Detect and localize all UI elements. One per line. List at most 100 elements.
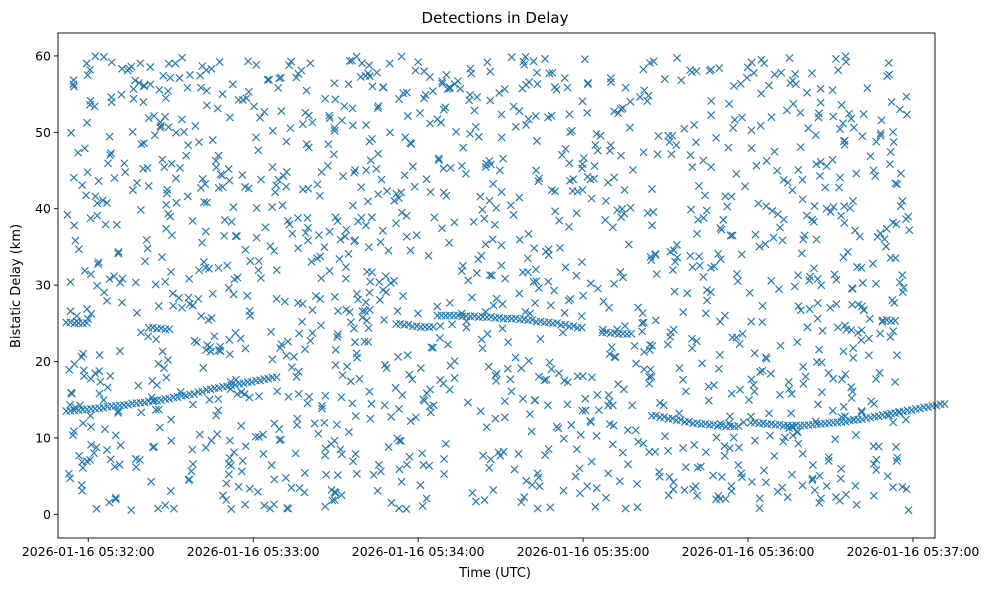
clutter-point: [87, 309, 96, 318]
clutter-point: [541, 451, 550, 460]
clutter-point: [214, 346, 223, 355]
clutter-point: [120, 159, 129, 168]
clutter-point: [78, 181, 87, 190]
clutter-point: [896, 169, 905, 178]
clutter-point: [824, 453, 833, 462]
clutter-point: [361, 306, 370, 316]
clutter-point: [166, 212, 175, 221]
clutter-point: [504, 338, 513, 347]
clutter-point: [398, 391, 407, 400]
clutter-point: [253, 487, 262, 496]
clutter-point: [593, 390, 602, 399]
clutter-point: [310, 419, 319, 428]
clutter-point: [605, 350, 614, 359]
clutter-point: [471, 122, 480, 131]
clutter-point: [212, 411, 221, 420]
clutter-point: [281, 473, 290, 482]
clutter-point: [550, 286, 559, 295]
clutter-point: [866, 152, 875, 161]
clutter-point: [330, 126, 339, 135]
clutter-point: [91, 52, 100, 61]
clutter-point: [717, 473, 726, 482]
clutter-point: [761, 240, 770, 249]
clutter-point: [767, 113, 776, 122]
clutter-point: [793, 338, 802, 347]
clutter-point: [64, 469, 73, 478]
clutter-point: [91, 192, 100, 201]
clutter-point: [136, 59, 145, 68]
clutter-point: [313, 180, 322, 189]
clutter-point: [427, 343, 436, 352]
clutter-point: [99, 396, 108, 405]
clutter-point: [237, 467, 246, 476]
clutter-point: [380, 401, 389, 410]
clutter-point: [442, 191, 451, 200]
clutter-point: [351, 449, 360, 458]
clutter-point: [787, 409, 796, 418]
clutter-point: [794, 271, 803, 280]
clutter-point: [407, 139, 416, 148]
y-tick-label: 10: [35, 430, 51, 445]
clutter-point: [121, 168, 130, 177]
clutter-point: [274, 175, 283, 184]
clutter-point: [902, 110, 911, 119]
clutter-point: [213, 104, 222, 113]
clutter-point: [341, 232, 350, 241]
clutter-point: [102, 445, 111, 454]
clutter-point: [551, 187, 560, 196]
clutter-point: [486, 455, 495, 464]
clutter-point: [270, 246, 279, 255]
clutter-point: [373, 104, 382, 113]
clutter-point: [422, 494, 431, 503]
clutter-point: [342, 225, 351, 234]
clutter-point: [837, 375, 846, 384]
clutter-point: [488, 235, 497, 244]
clutter-point: [374, 460, 383, 469]
clutter-point: [67, 128, 76, 137]
clutter-point: [892, 456, 901, 465]
clutter-point: [620, 185, 629, 194]
clutter-point: [197, 312, 206, 321]
clutter-point: [351, 236, 360, 245]
clutter-point: [336, 235, 345, 244]
clutter-point: [229, 203, 238, 212]
clutter-point: [161, 277, 170, 286]
clutter-point: [889, 327, 898, 336]
clutter-point: [324, 140, 333, 149]
clutter-point: [162, 200, 171, 209]
clutter-point: [172, 128, 181, 137]
clutter-point: [575, 464, 584, 473]
clutter-point: [196, 83, 205, 92]
clutter-point: [728, 231, 737, 240]
clutter-point: [329, 150, 338, 159]
clutter-point: [110, 174, 119, 183]
clutter-point: [543, 401, 552, 410]
clutter-point: [241, 182, 250, 191]
clutter-point: [303, 214, 312, 223]
clutter-point: [82, 191, 91, 200]
clutter-point: [317, 401, 326, 410]
clutter-point: [486, 96, 495, 105]
clutter-point: [875, 368, 884, 377]
clutter-point: [707, 96, 716, 105]
clutter-point: [798, 195, 807, 204]
clutter-point: [525, 78, 534, 87]
y-tick-label: 0: [43, 507, 51, 522]
clutter-point: [810, 486, 819, 495]
clutter-point: [895, 278, 904, 287]
clutter-point: [577, 312, 586, 321]
clutter-point: [848, 284, 857, 293]
clutter-point: [325, 227, 334, 236]
clutter-point: [198, 238, 207, 247]
clutter-point: [117, 90, 126, 99]
clutter-point: [851, 226, 860, 235]
clutter-point: [651, 447, 660, 456]
clutter-point: [470, 106, 479, 115]
clutter-point: [665, 138, 674, 147]
clutter-point: [834, 66, 843, 75]
clutter-point: [258, 430, 267, 439]
clutter-point: [144, 332, 153, 341]
clutter-point: [515, 107, 524, 116]
clutter-point: [592, 129, 601, 138]
